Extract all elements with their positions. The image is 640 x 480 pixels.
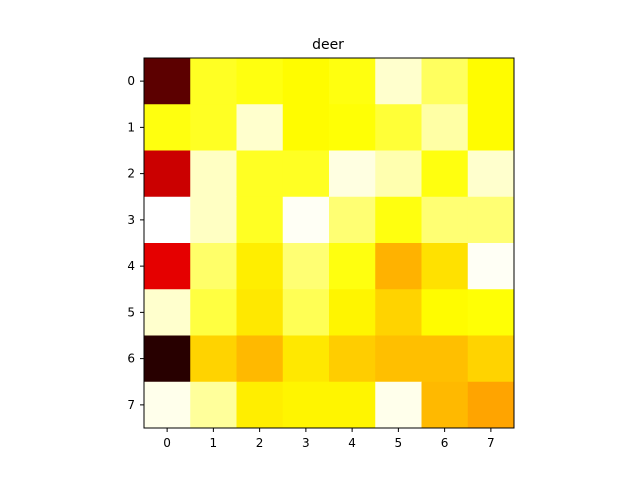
heatmap-cell-r6-c6 [421,335,469,383]
y-tick-label-5: 5 [127,305,135,319]
x-tick-label-6: 6 [441,436,449,450]
heatmap-cell-r5-c2 [236,289,284,336]
heatmap-cell-r5-c7 [467,289,515,336]
heatmap-cell-r2-c1 [190,150,237,198]
y-tick-label-6: 6 [127,352,135,366]
heatmap-cell-r4-c7 [467,243,515,290]
heatmap-cell-r3-c6 [421,196,469,244]
heatmap-cell-r6-c0 [144,335,191,383]
y-tick-label-2: 2 [127,167,135,181]
heatmap-cell-r0-c3 [282,58,330,105]
heatmap-cell-r4-c6 [421,243,469,290]
y-tick-label-1: 1 [127,120,135,134]
x-tick-label-4: 4 [348,436,356,450]
heatmap-cell-r5-c6 [421,289,469,336]
heatmap-cell-r5-c1 [190,289,237,336]
x-tick-label-3: 3 [302,436,310,450]
heatmap-cell-r6-c4 [329,335,376,383]
heatmap-cell-r2-c7 [467,150,515,198]
x-axis: 0 1 2 3 4 5 6 7 [163,428,495,450]
heatmap-cell-r6-c1 [190,335,237,383]
heatmap-cell-r5-c3 [282,289,330,336]
heatmap-cell-r2-c2 [236,150,284,198]
heatmap-cell-r4-c4 [329,243,376,290]
heatmap-cell-r3-c4 [329,196,376,244]
heatmap-cell-r2-c3 [282,150,330,198]
chart-title: deer [312,37,344,53]
heatmap-cell-r3-c0 [144,196,191,244]
x-tick-label-2: 2 [256,436,264,450]
heatmap-cell-r2-c6 [421,150,469,198]
x-tick-label-0: 0 [163,436,171,450]
heatmap-cell-r6-c3 [282,335,330,383]
heatmap-cell-r0-c1 [190,58,237,105]
heatmap-cell-r4-c5 [375,243,422,290]
heatmap-cell-r7-c6 [421,381,469,429]
heatmap-cell-r0-c2 [236,58,284,105]
heatmap-cell-r7-c4 [329,381,376,429]
heatmap-cell-r0-c6 [421,58,469,105]
heatmap-cell-r1-c6 [421,104,469,151]
heatmap-cells [144,58,515,429]
heatmap-cell-r3-c3 [282,196,330,244]
heatmap-cell-r3-c1 [190,196,237,244]
heatmap-cell-r4-c0 [144,243,191,290]
y-tick-label-3: 3 [127,213,135,227]
heatmap-cell-r6-c2 [236,335,284,383]
heatmap-cell-r5-c4 [329,289,376,336]
heatmap-cell-r1-c5 [375,104,422,151]
heatmap-cell-r5-c0 [144,289,191,336]
heatmap-cell-r3-c2 [236,196,284,244]
heatmap-cell-r1-c0 [144,104,191,151]
heatmap-cell-r4-c2 [236,243,284,290]
heatmap-cell-r7-c5 [375,381,422,429]
x-tick-label-1: 1 [210,436,218,450]
y-tick-label-4: 4 [127,259,135,273]
heatmap-cell-r7-c7 [467,381,515,429]
heatmap-cell-r1-c1 [190,104,237,151]
heatmap-cell-r0-c0 [144,58,191,105]
heatmap-cell-r7-c2 [236,381,284,429]
heatmap-cell-r0-c5 [375,58,422,105]
heatmap-cell-r3-c7 [467,196,515,244]
heatmap-cell-r4-c1 [190,243,237,290]
y-axis: 0 1 2 3 4 5 6 7 [127,74,144,412]
y-tick-label-7: 7 [127,398,135,412]
heatmap-cell-r5-c5 [375,289,422,336]
heatmap-cell-r0-c4 [329,58,376,105]
heatmap-cell-r3-c5 [375,196,422,244]
heatmap-cell-r4-c3 [282,243,330,290]
x-tick-label-5: 5 [395,436,403,450]
heatmap-cell-r6-c5 [375,335,422,383]
x-tick-label-7: 7 [487,436,495,450]
heatmap-cell-r2-c5 [375,150,422,198]
heatmap-cell-r0-c7 [467,58,515,105]
heatmap-cell-r1-c7 [467,104,515,151]
y-tick-label-0: 0 [127,74,135,88]
heatmap-cell-r7-c0 [144,381,191,429]
heatmap-cell-r1-c4 [329,104,376,151]
heatmap-cell-r6-c7 [467,335,515,383]
heatmap-cell-r2-c4 [329,150,376,198]
heatmap-cell-r7-c3 [282,381,330,429]
heatmap-cell-r2-c0 [144,150,191,198]
heatmap-cell-r1-c2 [236,104,284,151]
plot-frame [143,57,515,429]
heatmap-cell-r1-c3 [282,104,330,151]
heatmap-cell-r7-c1 [190,381,237,429]
